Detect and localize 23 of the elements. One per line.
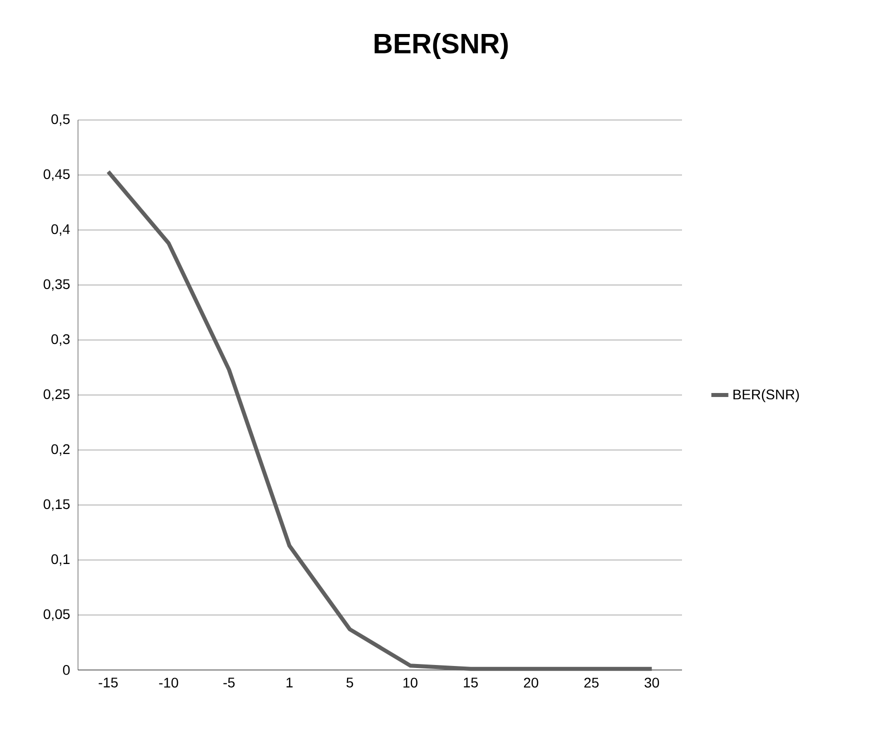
y-tick-label: 0,45 <box>44 169 70 181</box>
legend-label: BER(SNR) <box>733 389 799 402</box>
y-tick-label: 0,25 <box>44 389 70 401</box>
y-tick-label: 0 <box>63 665 70 675</box>
x-tick-label: -15 <box>98 678 118 688</box>
x-tick-label: -10 <box>159 678 178 688</box>
x-tick-label: 1 <box>286 678 293 688</box>
y-tick-label: 0,1 <box>51 554 70 566</box>
y-tick-label: 0,05 <box>44 609 70 621</box>
x-tick-label: 30 <box>644 678 660 688</box>
x-tick-label: 5 <box>346 678 354 688</box>
x-tick-label: -5 <box>223 678 235 688</box>
x-tick-label: 15 <box>464 678 478 688</box>
x-tick-label: 25 <box>584 678 599 688</box>
x-tick-label: 20 <box>524 678 538 688</box>
y-tick-label: 0,4 <box>51 224 70 236</box>
y-tick-label: 0,3 <box>51 334 70 346</box>
x-tick-label: 10 <box>404 678 418 688</box>
y-tick-label: 0,15 <box>44 499 70 511</box>
y-tick-label: 0,35 <box>44 279 70 291</box>
y-tick-label: 0,5 <box>51 114 70 126</box>
y-tick-label: 0,2 <box>51 444 70 456</box>
chart-title: BER(SNR) <box>374 33 508 59</box>
